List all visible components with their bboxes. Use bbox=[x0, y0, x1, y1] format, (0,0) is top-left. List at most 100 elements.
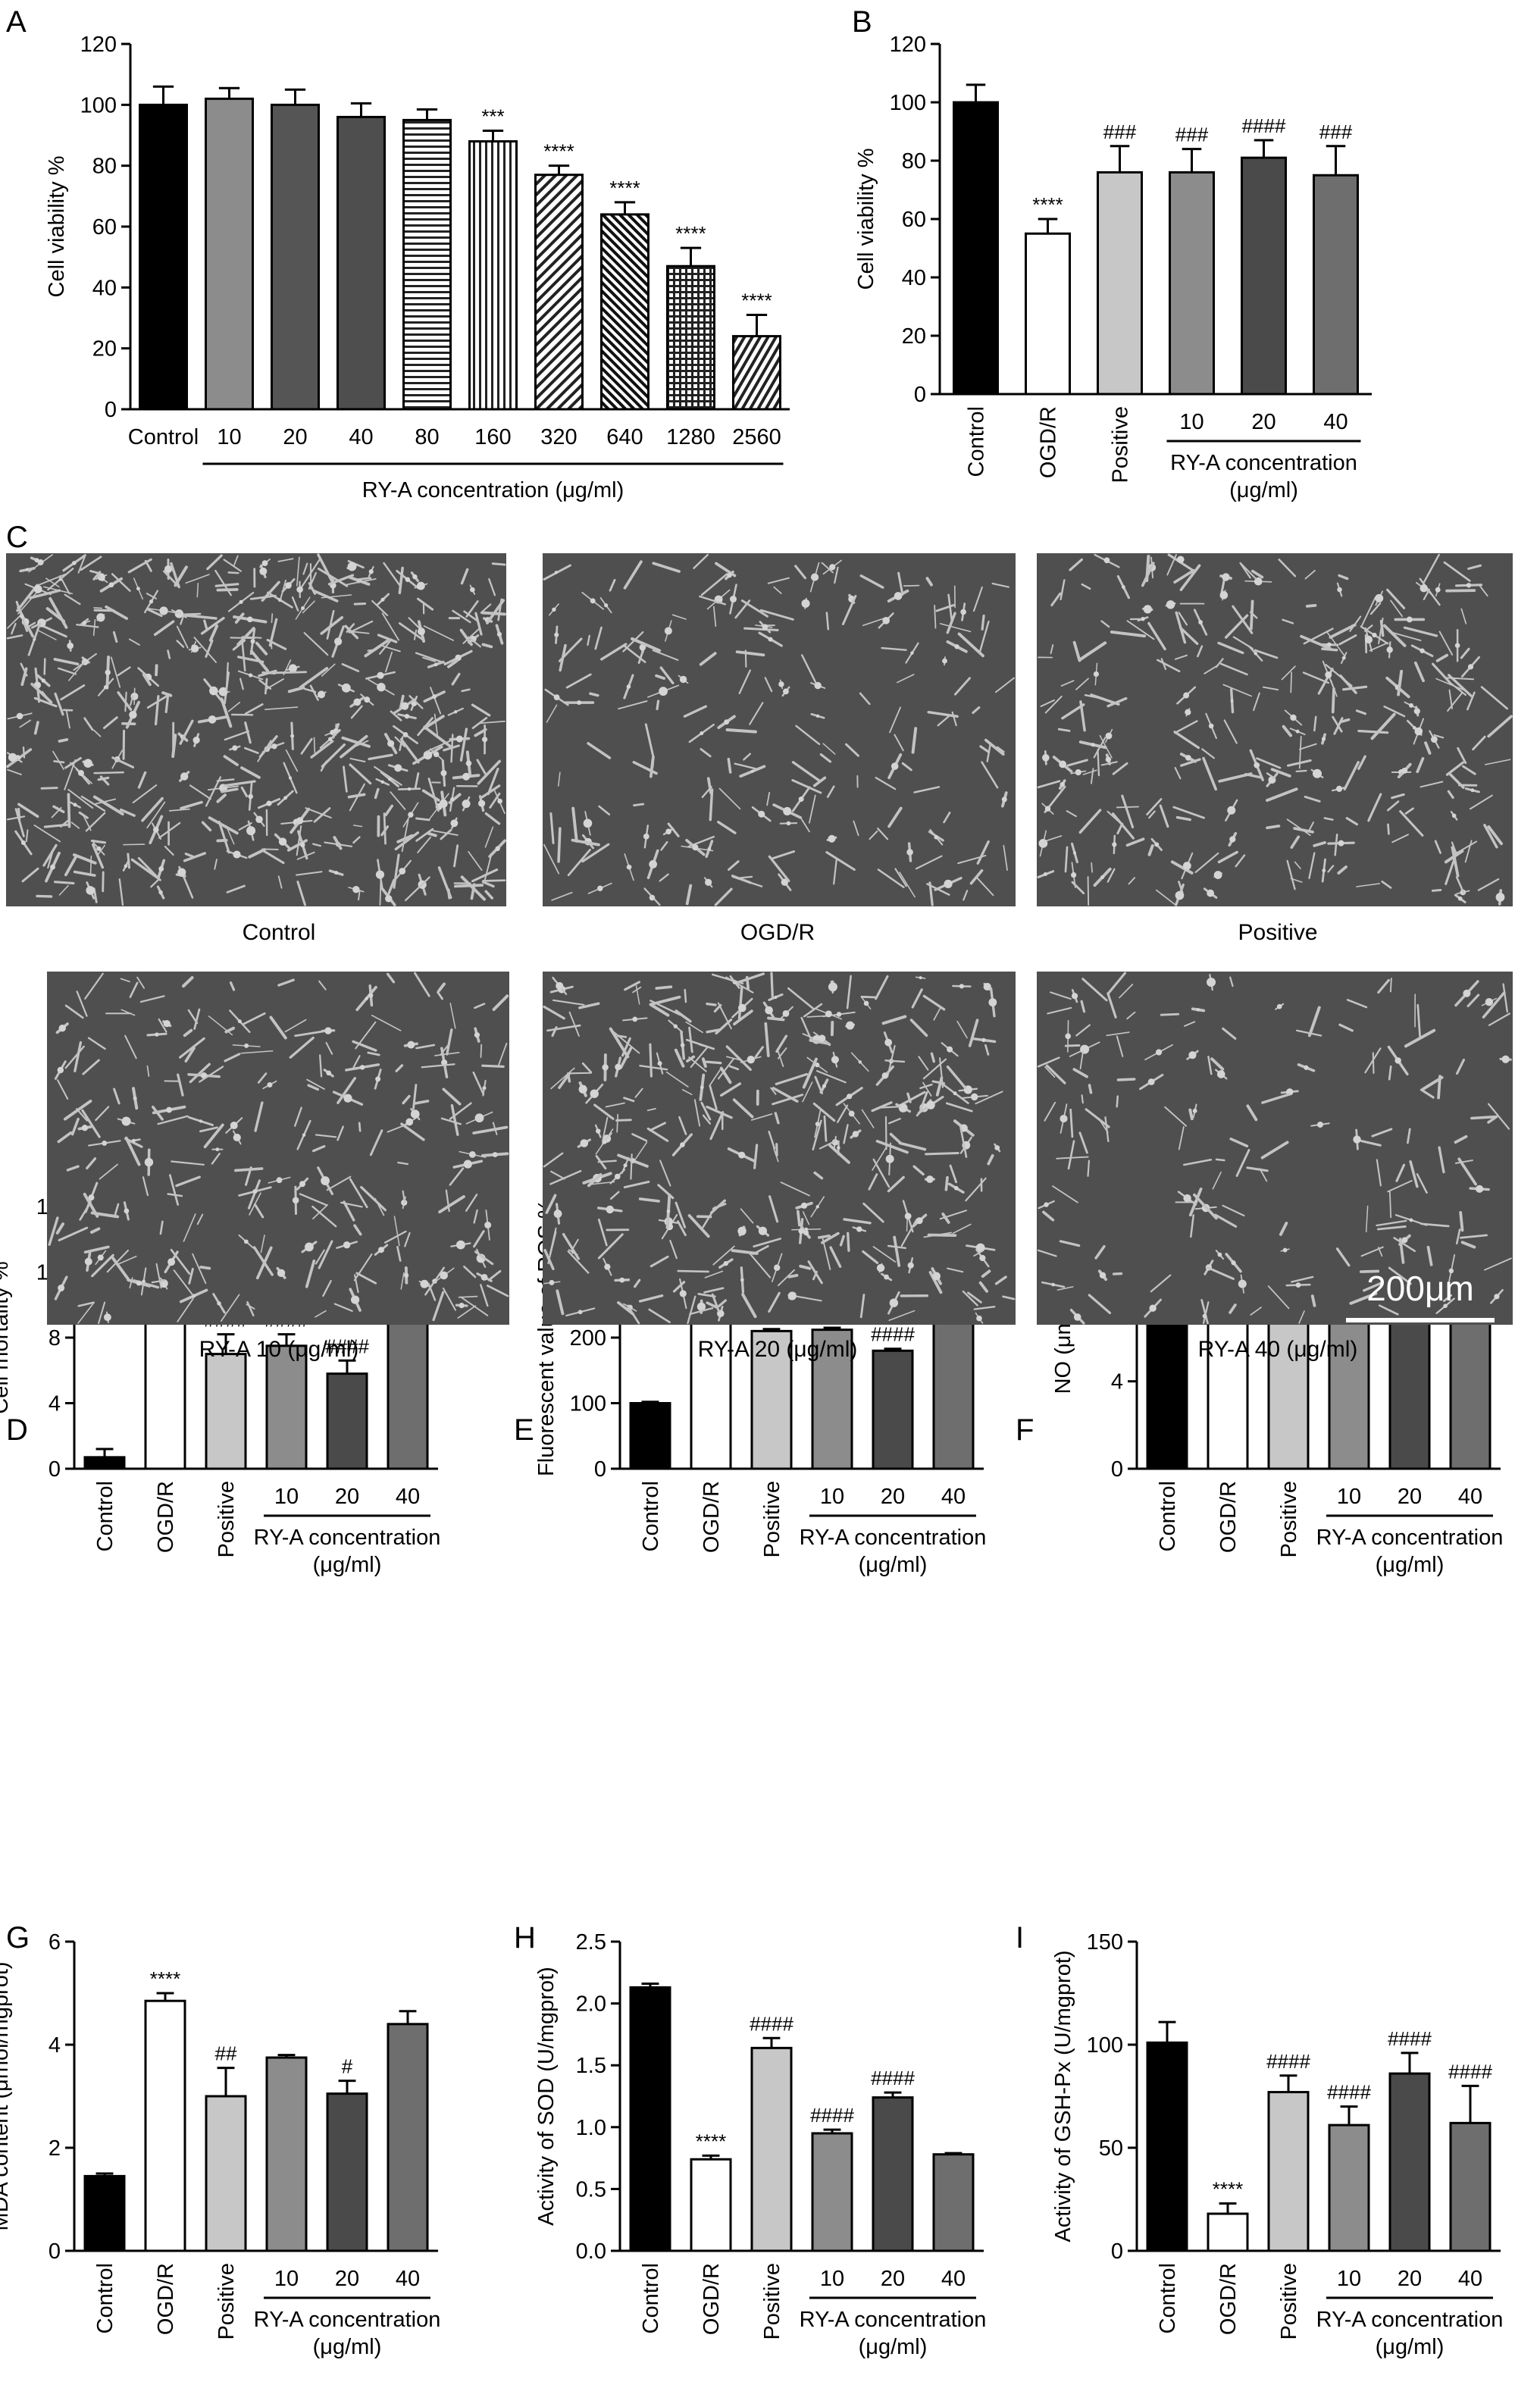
cell bbox=[129, 981, 139, 998]
bar bbox=[1241, 156, 1287, 396]
cell bbox=[7, 768, 22, 775]
category-label: 640 bbox=[606, 425, 643, 449]
y-tick-label: 4 bbox=[1111, 1370, 1123, 1394]
cell bbox=[368, 753, 393, 761]
cell-body bbox=[904, 1213, 912, 1220]
cell-body bbox=[1185, 755, 1191, 761]
cell bbox=[1178, 626, 1199, 646]
cell bbox=[684, 988, 687, 1003]
cell bbox=[449, 1167, 465, 1186]
cell bbox=[981, 614, 985, 631]
cell bbox=[214, 569, 232, 596]
cell bbox=[672, 1281, 686, 1293]
cell bbox=[349, 757, 366, 763]
cell bbox=[659, 666, 675, 684]
cell bbox=[703, 1287, 725, 1294]
panel-letter-e: E bbox=[514, 1413, 534, 1447]
cell bbox=[1078, 809, 1102, 834]
cell bbox=[1460, 1241, 1476, 1249]
significance-label: #### bbox=[1388, 2027, 1432, 2050]
significance-label: #### bbox=[810, 2104, 854, 2127]
group-label-line1: RY-A concentration bbox=[1170, 451, 1357, 475]
cell-body bbox=[97, 1254, 104, 1261]
cell bbox=[302, 600, 315, 614]
cell bbox=[440, 1117, 462, 1125]
cell bbox=[677, 1269, 709, 1273]
cell bbox=[678, 1116, 687, 1135]
cell-body bbox=[831, 1056, 839, 1064]
cell bbox=[146, 801, 166, 829]
cell bbox=[296, 881, 307, 906]
cell bbox=[473, 1209, 478, 1224]
cell bbox=[1282, 725, 1293, 737]
cell bbox=[706, 1002, 717, 1006]
cell bbox=[1298, 1310, 1305, 1324]
cell-body bbox=[847, 1094, 853, 1100]
cell-body bbox=[1495, 893, 1505, 902]
cell-body bbox=[218, 687, 228, 696]
cell bbox=[738, 669, 751, 694]
cell-body bbox=[577, 700, 582, 706]
cell bbox=[1174, 654, 1188, 660]
cell bbox=[1042, 1210, 1055, 1222]
cell-body bbox=[364, 696, 371, 703]
cell bbox=[638, 1197, 660, 1203]
micrograph-5 bbox=[1037, 972, 1513, 1325]
cell-body bbox=[158, 890, 163, 895]
cell bbox=[567, 1250, 590, 1274]
cell-body bbox=[723, 1260, 729, 1266]
cell bbox=[975, 1091, 1003, 1105]
group-label-line2: (μg/ml) bbox=[1376, 1553, 1445, 1577]
cell bbox=[309, 684, 319, 701]
cell-body bbox=[590, 1089, 599, 1098]
cell bbox=[193, 637, 217, 663]
cell bbox=[743, 753, 752, 761]
cell bbox=[646, 1127, 669, 1142]
micrograph-caption-ogdr: OGD/R bbox=[740, 920, 815, 945]
cell-body bbox=[1099, 1272, 1106, 1279]
cell-body bbox=[1321, 737, 1326, 741]
cell bbox=[124, 1138, 143, 1148]
cell bbox=[57, 1079, 69, 1100]
cell-body bbox=[407, 787, 412, 791]
cell bbox=[967, 1291, 982, 1304]
cell bbox=[77, 1301, 95, 1324]
cell bbox=[312, 843, 322, 847]
group-label-line1: RY-A concentration bbox=[1316, 1526, 1504, 1550]
cell bbox=[400, 1272, 405, 1290]
cell bbox=[189, 784, 211, 800]
cell bbox=[249, 594, 277, 600]
cell bbox=[86, 1157, 97, 1170]
cell-body bbox=[1182, 862, 1191, 870]
cell bbox=[268, 618, 278, 647]
cell-body bbox=[57, 1066, 64, 1074]
cell bbox=[1455, 876, 1465, 894]
cell bbox=[1145, 555, 1150, 583]
cell bbox=[311, 1205, 337, 1228]
cell bbox=[768, 1291, 781, 1313]
cell-body bbox=[1155, 1049, 1163, 1056]
cell-body bbox=[132, 1138, 136, 1143]
cell bbox=[1090, 768, 1094, 784]
cell bbox=[377, 634, 398, 643]
cell bbox=[833, 858, 837, 885]
category-label: 20 bbox=[1398, 2267, 1422, 2291]
cell bbox=[1313, 840, 1326, 847]
cell bbox=[558, 637, 583, 662]
cell bbox=[1466, 994, 1480, 1008]
cell bbox=[472, 1125, 509, 1135]
category-label: Positive bbox=[1109, 406, 1133, 484]
cell-body bbox=[1105, 732, 1113, 740]
cell-body bbox=[1207, 978, 1216, 987]
cell-body bbox=[142, 1279, 146, 1284]
cell bbox=[85, 812, 106, 832]
cell bbox=[277, 978, 295, 987]
cell bbox=[700, 573, 728, 596]
cell bbox=[719, 1082, 742, 1097]
cell bbox=[158, 822, 181, 839]
cell-body bbox=[762, 624, 768, 631]
cell-body bbox=[596, 1128, 601, 1134]
cell bbox=[913, 786, 941, 793]
cell bbox=[369, 1129, 383, 1156]
cell bbox=[318, 980, 327, 991]
